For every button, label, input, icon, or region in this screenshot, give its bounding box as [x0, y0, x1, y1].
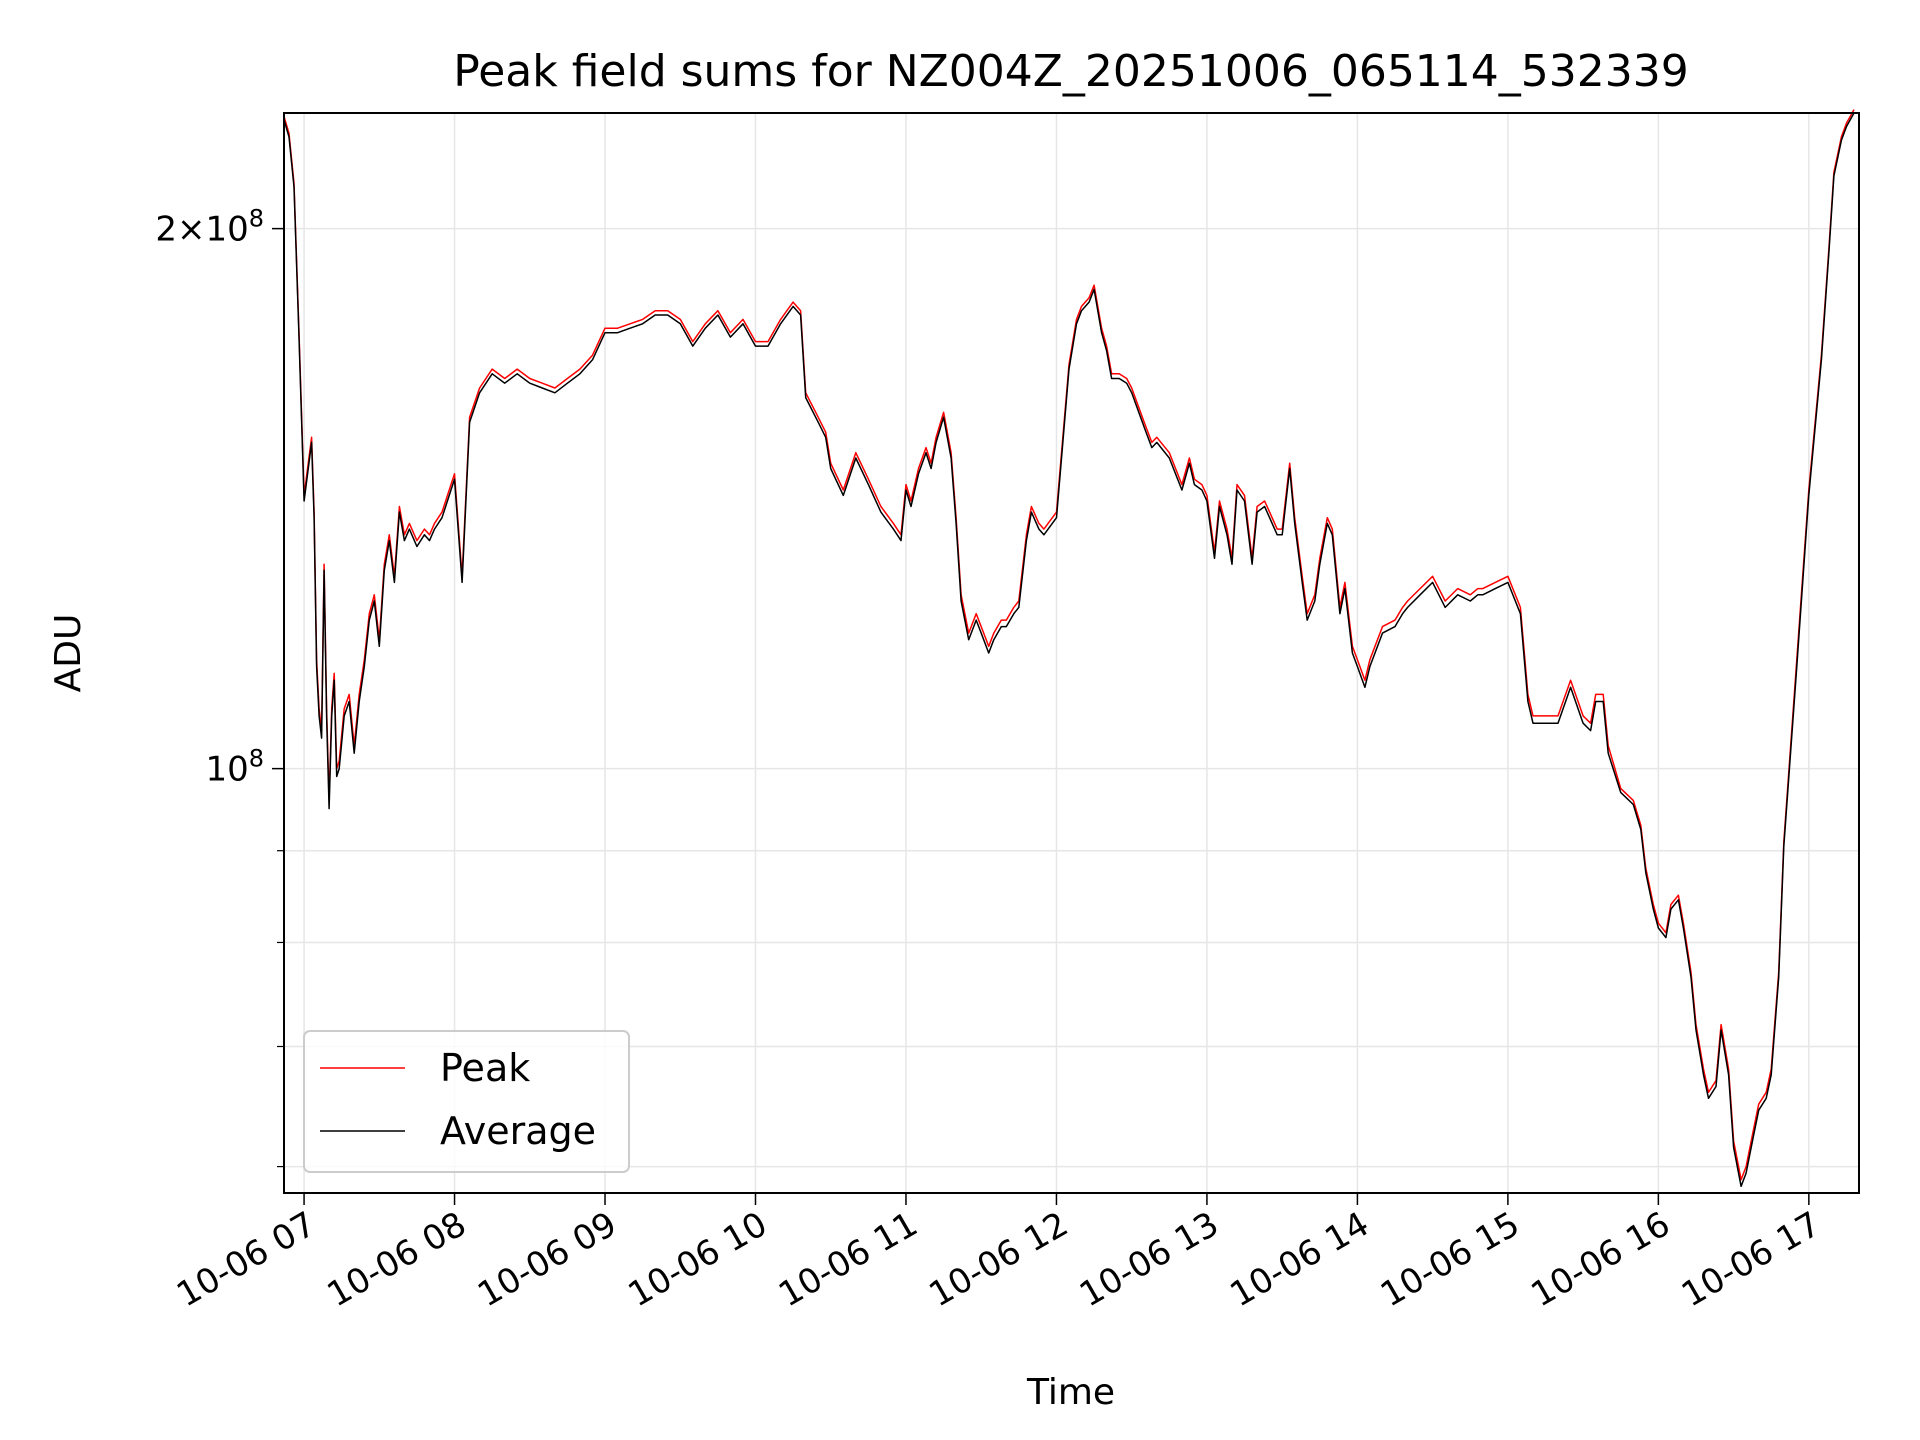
y-tick-exponent: 8	[249, 745, 264, 773]
series-line-average	[283, 112, 1855, 1188]
y-tick-base: 10	[205, 750, 248, 790]
x-axis-label: Time	[1026, 1372, 1115, 1413]
legend-label-peak: Peak	[440, 1046, 530, 1090]
y-tick-exponent: 8	[249, 205, 264, 233]
grid-lines	[284, 113, 1859, 1193]
legend-box	[303, 1030, 630, 1173]
plot-frame	[283, 112, 1860, 1194]
y-tick-label: 108	[205, 745, 264, 790]
chart-title: Peak field sums for NZ004Z_20251006_0651…	[453, 46, 1689, 97]
legend: Peak Average	[303, 1030, 630, 1173]
y-tick-base: 2×10	[155, 210, 248, 250]
plot-area	[283, 109, 1855, 1188]
y-tick-label: 2×108	[155, 205, 264, 250]
legend-label-average: Average	[440, 1109, 596, 1153]
y-axis-label: ADU	[48, 614, 89, 693]
